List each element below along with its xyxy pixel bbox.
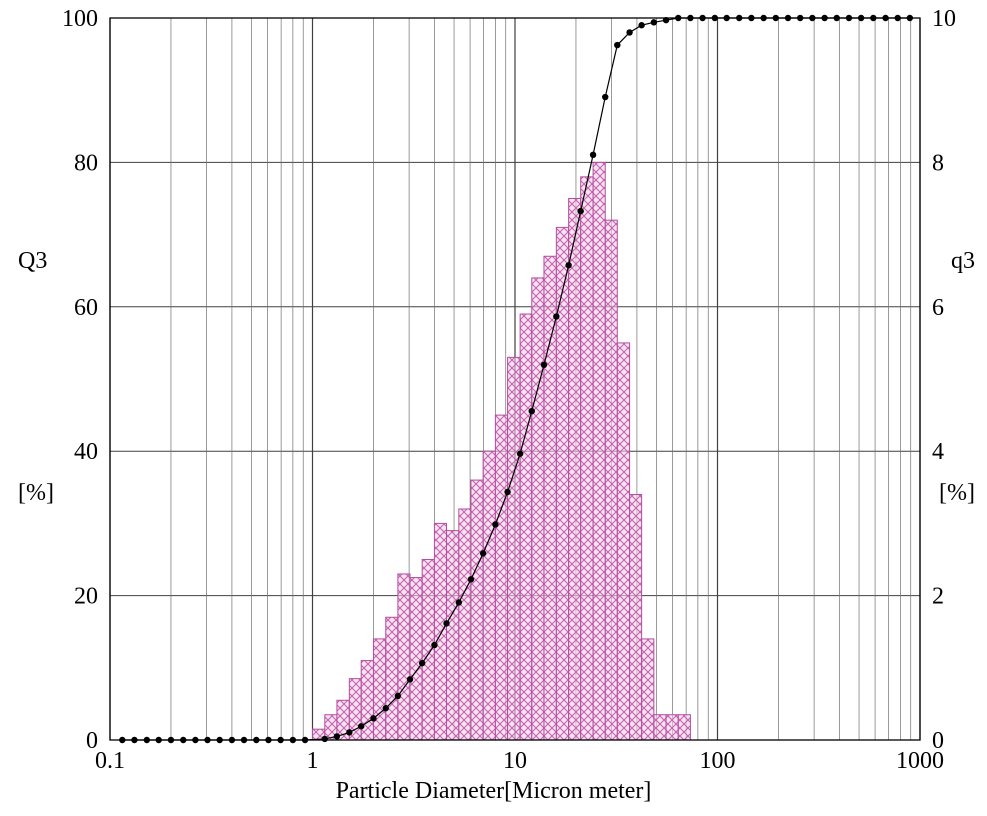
histogram-bar <box>630 495 642 740</box>
cumulative-marker <box>638 22 644 28</box>
cumulative-marker <box>468 576 474 582</box>
y-right-tick-label: 0 <box>932 728 944 754</box>
y-left-tick-label: 60 <box>74 295 98 321</box>
cumulative-marker <box>395 693 401 699</box>
histogram-bar <box>642 639 654 740</box>
histogram-bar <box>666 715 678 740</box>
cumulative-marker <box>431 642 437 648</box>
histogram-bar <box>617 343 629 740</box>
histogram-bar <box>471 480 483 740</box>
y-right-tick-label: 2 <box>932 584 944 610</box>
cumulative-marker <box>480 550 486 556</box>
cumulative-marker <box>590 152 596 158</box>
y-left-tick-label: 100 <box>62 6 98 32</box>
cumulative-marker <box>529 408 535 414</box>
histogram-bar <box>605 220 617 740</box>
histogram-bar <box>654 715 666 740</box>
histogram-bar <box>434 523 446 740</box>
histogram-bar <box>386 617 398 740</box>
cumulative-marker <box>346 729 352 735</box>
cumulative-marker <box>419 660 425 666</box>
x-axis-label: Particle Diameter[Micron meter] <box>0 778 987 805</box>
y-left-tick-label: 0 <box>86 728 98 754</box>
histogram-bar <box>556 227 568 740</box>
cumulative-marker <box>407 676 413 682</box>
y-right-unit: [%] <box>939 480 975 507</box>
cumulative-marker <box>370 715 376 721</box>
y-left-unit: [%] <box>18 480 54 507</box>
y-left-tick-label: 20 <box>74 584 98 610</box>
x-tick-label: 10 <box>503 748 527 774</box>
x-tick-label: 0.1 <box>95 748 125 774</box>
y-right-tick-label: 4 <box>932 439 944 465</box>
histogram-bar <box>581 177 593 740</box>
y-right-tick-label: 10 <box>932 6 956 32</box>
histogram-bar <box>593 162 605 740</box>
x-tick-label: 100 <box>700 748 736 774</box>
cumulative-marker <box>383 705 389 711</box>
cumulative-marker <box>517 451 523 457</box>
cumulative-marker <box>322 736 328 742</box>
cumulative-marker <box>492 521 498 527</box>
cumulative-marker <box>565 262 571 268</box>
histogram-bar <box>678 715 690 740</box>
y-right-tick-label: 8 <box>932 150 944 176</box>
cumulative-marker <box>541 362 547 368</box>
cumulative-marker <box>577 208 583 214</box>
x-tick-label: 1 <box>307 748 319 774</box>
y-left-title: Q3 <box>18 248 47 275</box>
cumulative-marker <box>504 489 510 495</box>
particle-distribution-chart: Q3 [%] q3 [%] 0.111010010000204060801000… <box>0 0 987 811</box>
cumulative-marker <box>651 19 657 25</box>
histogram-bar <box>483 451 495 740</box>
histogram-bar <box>495 415 507 740</box>
chart-svg: 0.111010010000204060801000246810 <box>0 0 987 811</box>
cumulative-marker <box>614 42 620 48</box>
histogram-bar <box>422 560 434 741</box>
histogram-bar <box>520 314 532 740</box>
cumulative-marker <box>358 723 364 729</box>
histogram-bar <box>459 509 471 740</box>
cumulative-marker <box>334 733 340 739</box>
histogram-bar <box>447 531 459 740</box>
histogram-bar <box>508 357 521 740</box>
cumulative-marker <box>456 599 462 605</box>
histogram-bar <box>569 199 581 741</box>
cumulative-marker <box>553 313 559 319</box>
cumulative-marker <box>626 29 632 35</box>
histogram-bar <box>398 574 410 740</box>
cumulative-marker <box>602 94 608 100</box>
y-left-tick-label: 80 <box>74 150 98 176</box>
histogram-bar <box>544 256 556 740</box>
histogram-bar <box>532 278 544 740</box>
y-right-title: q3 <box>951 248 975 275</box>
y-right-tick-label: 6 <box>932 295 944 321</box>
cumulative-marker <box>443 620 449 626</box>
histogram-bar <box>373 639 385 740</box>
histogram-bar <box>410 578 422 740</box>
y-left-tick-label: 40 <box>74 439 98 465</box>
